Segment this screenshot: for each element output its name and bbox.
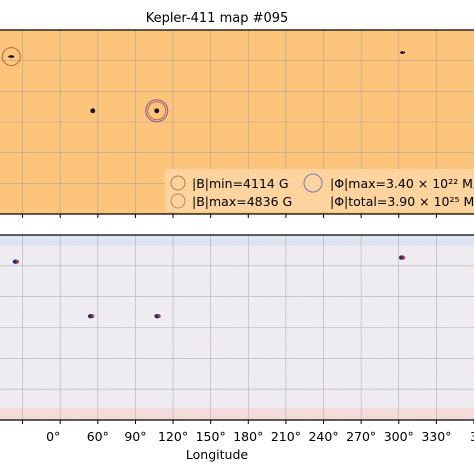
legend-marker-bmin (170, 175, 186, 191)
bottom-panel-bottom-band (0, 408, 474, 420)
x-tick-label: 270° (346, 429, 376, 444)
x-tick-label: 120° (158, 429, 188, 444)
x-tick-label-partial: 0° (46, 429, 60, 444)
x-tick-label-partial: 3 (470, 429, 474, 444)
x-axis-label: Longitude (186, 447, 248, 462)
top-panel-ticks (22, 214, 437, 218)
top-spot-dot (154, 108, 160, 114)
legend-text-bmin: |B|min=4114 G (192, 176, 289, 191)
top-spot-ring-inner (147, 101, 167, 121)
x-tick-label: 330° (421, 429, 451, 444)
legend-marker-bmax (170, 193, 186, 209)
legend-text-bmax: |B|max=4836 G (192, 194, 292, 209)
top-spot-ring (1, 47, 21, 67)
bottom-panel-spots (12, 255, 406, 319)
x-tick-label: 240° (308, 429, 338, 444)
x-tick-label: 150° (196, 429, 226, 444)
x-tick-label: 180° (233, 429, 263, 444)
bottom-spot-positive (157, 314, 161, 318)
x-tick-label: 90° (124, 429, 146, 444)
bottom-panel-grid (0, 235, 474, 420)
x-tick-label: 210° (271, 429, 301, 444)
top-panel-spots (1, 47, 406, 123)
bottom-spot-positive (15, 259, 20, 264)
bottom-panel: 60° 90° 120° 150° 180° 210° 240° 270° 300° 330° 0°… (0, 234, 474, 444)
bottom-spot-positive (402, 255, 406, 260)
top-spot-dot (8, 55, 15, 58)
x-tick-label: 60° (87, 429, 109, 444)
bottom-spot-positive (91, 314, 95, 318)
chart-title: Kepler-411 map #095 (146, 11, 289, 26)
legend-text-phimax: |Φ|max=3.40 × 10²² Mx (330, 176, 474, 191)
x-tick-label: 300° (384, 429, 414, 444)
legend: |B|min=4114 G |B|max=4836 G |Φ|max=3.40 … (165, 169, 474, 212)
legend-text-phitotal: |Φ|total=3.90 × 10²⁵ Mx (330, 194, 474, 209)
top-spot-dot (400, 51, 406, 54)
top-spot-dot (90, 108, 96, 114)
legend-marker-phimax (303, 173, 323, 193)
bottom-panel-ticks: 60° 90° 120° 150° 180° 210° 240° 270° 300° 330° 0°… (22, 420, 474, 444)
top-spot-ring (145, 99, 169, 123)
bottom-panel-top-band (0, 236, 474, 246)
